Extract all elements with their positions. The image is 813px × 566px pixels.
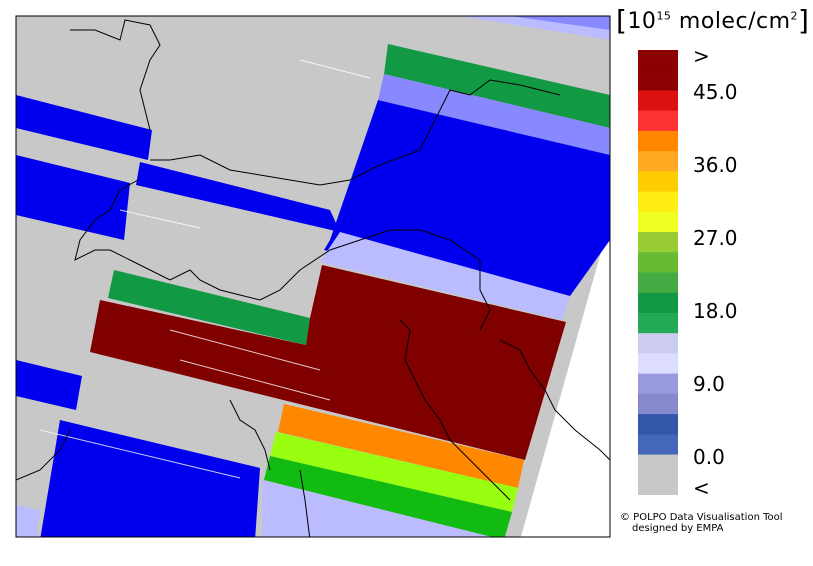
legend-swatch [638,50,678,71]
legend-swatch [638,130,678,152]
legend-swatch [638,292,678,314]
legend-label: 36.0 [693,153,738,177]
legend-swatch [638,90,678,112]
legend-swatch [638,333,678,354]
satellite-swaths [16,16,610,537]
legend-label: > [693,44,710,68]
legend-label: 9.0 [693,372,725,396]
legend-swatch [638,474,678,495]
legend-swatch [638,353,678,375]
legend-swatch [638,70,678,91]
legend-swatch [638,454,678,476]
credit-line-2: designed by EMPA [632,523,724,534]
legend-swatch [638,151,678,172]
legend-swatch [638,434,678,456]
credit-line-1: © POLPO Data Visualisation Tool [620,512,783,523]
legend-label: 45.0 [693,80,738,104]
legend-swatch [638,171,678,193]
unit-label: [1015 molec/cm2] [616,4,810,37]
legend-swatch [638,393,678,415]
legend-swatch [638,191,678,213]
legend-swatch [638,414,678,435]
legend-swatch [638,211,678,233]
legend-swatch [638,373,678,395]
color-scale [638,50,678,495]
legend-label: 18.0 [693,299,738,323]
legend-label: 27.0 [693,226,738,250]
legend-swatch [638,272,678,294]
legend-label: < [693,476,710,500]
legend-swatch [638,110,678,132]
legend-swatch [638,232,678,253]
legend-swatch [638,312,678,334]
legend-swatch [638,252,678,273]
legend-label: 0.0 [693,445,725,469]
